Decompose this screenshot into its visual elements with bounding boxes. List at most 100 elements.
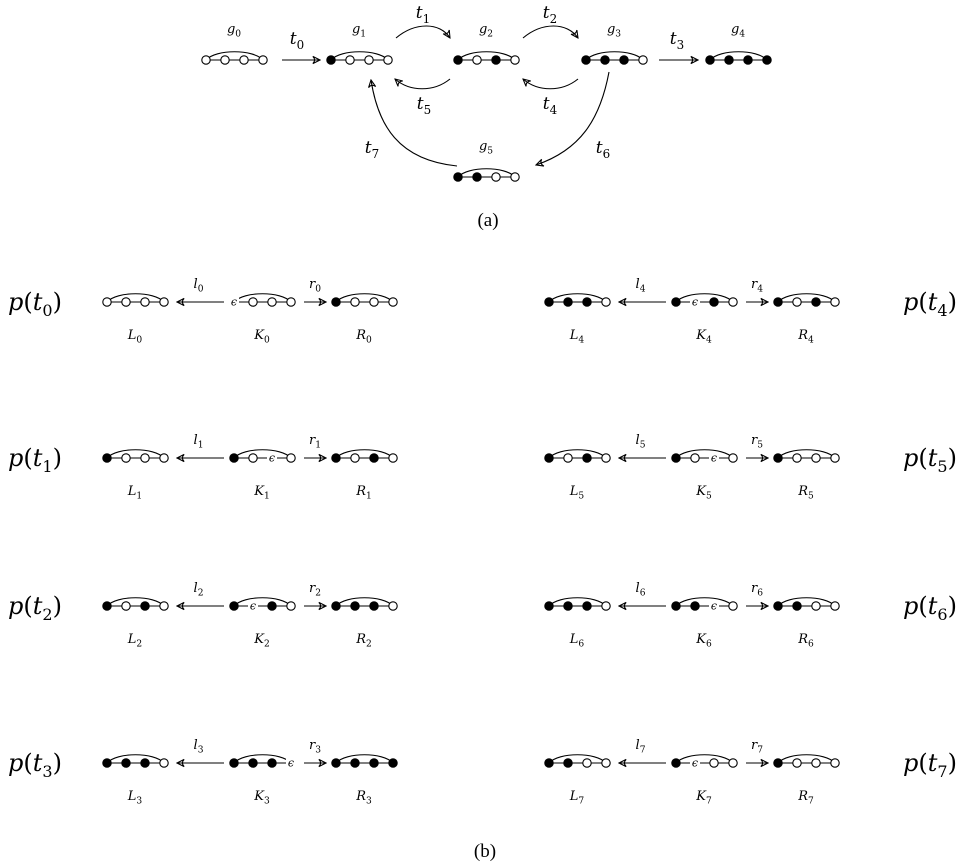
empty-node [601,601,611,611]
morphism-r-label: r7 [751,738,763,756]
transition-arrow [395,79,451,90]
filled-node [563,758,573,768]
filled-node [773,601,783,611]
empty-node [690,453,700,463]
transition-label: t0 [290,29,304,52]
empty-node [601,297,611,307]
empty-node [830,758,840,768]
graph-label-K: K7 [695,789,712,807]
graph-label-K: K2 [253,632,270,650]
graph-R7 [773,754,840,768]
rule-1: p(t1) ϵ L1 K1 R1 l1 r1 [8,433,398,502]
graph-K0: ϵ [229,293,296,309]
graph-arc [548,754,607,764]
transition-label: t4 [543,94,557,117]
empty-node [388,601,398,611]
graph-K5: ϵ [671,449,738,465]
rule-name: p(t0) [8,288,62,320]
epsilon-label: ϵ [288,757,294,770]
epsilon-label: ϵ [692,296,698,309]
empty-node [601,758,611,768]
graph-K2: ϵ [229,597,296,613]
empty-node [830,601,840,611]
graph-arc [106,597,165,607]
graph-R2 [331,597,398,611]
empty-node [159,453,169,463]
rule-2: p(t2) ϵ L2 K2 R2 l2 r2 [8,581,398,650]
empty-node [728,601,738,611]
morphism-l-label: l6 [636,581,646,599]
graph-arc [335,293,394,303]
filled-node [743,55,753,65]
graph-arc [335,449,394,459]
graph-label-R: R0 [355,328,372,346]
state-label: g4 [731,22,745,40]
filled-node [544,758,554,768]
empty-node [248,453,258,463]
graph-L5 [544,449,611,463]
graph-R1 [331,449,398,463]
empty-node [140,297,150,307]
graph-arc [777,293,836,303]
graph-label-K: K6 [695,632,712,650]
filled-node [369,601,379,611]
empty-node [811,601,821,611]
graph-label-L: L7 [569,789,585,807]
filled-node [267,758,277,768]
empty-node [638,55,648,65]
epsilon-gap [229,296,239,308]
graph-R3 [331,754,398,768]
graph-arc [457,168,516,178]
morphism-r-label: r0 [309,277,321,295]
graph-L4 [544,293,611,307]
graph-arc [233,754,292,764]
morphism-l-label: l5 [636,433,646,451]
empty-node [350,453,360,463]
filled-node [773,453,783,463]
empty-node [830,453,840,463]
graph-arc [233,449,292,459]
graph-label-R: R4 [797,328,814,346]
morphism-l-label: l2 [194,581,204,599]
empty-node [345,55,355,65]
empty-node [811,758,821,768]
rule-3: p(t3) ϵ L3 K3 R3 l3 r3 [8,738,398,807]
rule-name: p(t5) [903,444,957,476]
filled-node [671,453,681,463]
empty-node [121,453,131,463]
graph-arc [675,597,734,607]
filled-node [762,55,772,65]
morphism-r-label: r4 [751,277,763,295]
graph-label-R: R6 [797,632,814,650]
graph-arc [106,293,165,303]
empty-node [388,297,398,307]
epsilon-label: ϵ [231,296,237,309]
graph-label-L: L2 [127,632,142,650]
graph-L7 [544,754,611,768]
graph-label-R: R7 [797,789,814,807]
morphism-l-label: l4 [636,277,646,295]
filled-node [140,758,150,768]
graph-arc [457,51,516,61]
filled-node [388,758,398,768]
filled-node [331,758,341,768]
epsilon-gap [286,757,296,769]
graph-arc [335,754,394,764]
rule-table: p(t0) ϵ L0 K0 R0 l0 r0 p(t1) ϵ L1 K1 R1 l1 r1 p(t2) ϵ L2… [8,277,957,807]
filled-node [267,601,277,611]
empty-node [159,601,169,611]
graph-label-R: R3 [355,789,372,807]
transition-label: t3 [670,29,684,52]
epsilon-label: ϵ [711,452,717,465]
filled-node [690,601,700,611]
empty-node [383,55,393,65]
rule-name: p(t2) [8,592,62,624]
graph-R6 [773,597,840,611]
state-g1 [326,51,393,65]
empty-node [350,297,360,307]
graph-label-K: K1 [253,484,270,502]
filled-node [102,601,112,611]
graph-arc [777,754,836,764]
graph-arc [106,449,165,459]
graph-K4: ϵ [671,293,738,309]
